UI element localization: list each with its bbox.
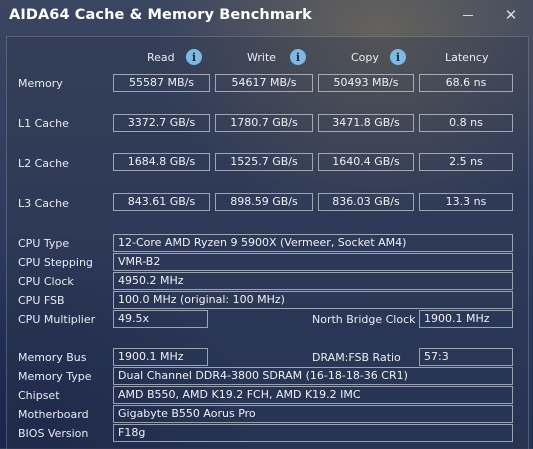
cpu-multiplier-label: CPU Multiplier: [18, 313, 96, 326]
dram-fsb-ratio-value: 57:3: [419, 348, 513, 366]
l2-copy-value: 1640.4 GB/s: [318, 153, 414, 171]
cpu-type-label: CPU Type: [18, 237, 70, 250]
l3-read-value: 843.61 GB/s: [113, 193, 210, 211]
info-icon[interactable]: i: [390, 49, 406, 65]
chipset-label: Chipset: [18, 389, 60, 402]
l3-copy-value: 836.03 GB/s: [318, 193, 414, 211]
north-bridge-clock-value: 1900.1 MHz: [419, 310, 513, 328]
l1-read-value: 3372.7 GB/s: [113, 114, 210, 132]
bios-version-label: BIOS Version: [18, 427, 89, 440]
l1-latency-value: 0.8 ns: [419, 114, 513, 132]
l2-read-value: 1684.8 GB/s: [113, 153, 210, 171]
cpu-clock-label: CPU Clock: [18, 275, 74, 288]
minimize-icon[interactable]: [456, 4, 480, 26]
memory-bus-value: 1900.1 MHz: [113, 348, 208, 366]
row-label-memory: Memory: [18, 77, 63, 90]
close-icon[interactable]: ✕: [504, 6, 518, 24]
row-label-l1: L1 Cache: [18, 117, 69, 130]
header-copy: Copy: [351, 51, 379, 64]
motherboard-label: Motherboard: [18, 408, 89, 421]
benchmark-panel: [6, 36, 529, 449]
info-icon[interactable]: i: [186, 49, 202, 65]
l2-latency-value: 2.5 ns: [419, 153, 513, 171]
row-label-l3: L3 Cache: [18, 197, 69, 210]
memory-copy-value: 50493 MB/s: [318, 74, 414, 92]
l3-latency-value: 13.3 ns: [419, 193, 513, 211]
row-label-l2: L2 Cache: [18, 157, 69, 170]
cpu-fsb-label: CPU FSB: [18, 294, 65, 307]
memory-read-value: 55587 MB/s: [113, 74, 210, 92]
header-read: Read: [147, 51, 175, 64]
memory-type-label: Memory Type: [18, 370, 92, 383]
memory-bus-label: Memory Bus: [18, 351, 87, 364]
cpu-multiplier-value: 49.5x: [113, 310, 208, 328]
memory-write-value: 54617 MB/s: [215, 74, 313, 92]
l3-write-value: 898.59 GB/s: [215, 193, 313, 211]
header-latency: Latency: [445, 51, 489, 64]
cpu-fsb-value: 100.0 MHz (original: 100 MHz): [113, 291, 513, 309]
cpu-type-value: 12-Core AMD Ryzen 9 5900X (Vermeer, Sock…: [113, 234, 513, 252]
header-write: Write: [247, 51, 277, 64]
l1-copy-value: 3471.8 GB/s: [318, 114, 414, 132]
cpu-stepping-label: CPU Stepping: [18, 256, 93, 269]
bios-version-value: F18g: [113, 424, 513, 442]
l1-write-value: 1780.7 GB/s: [215, 114, 313, 132]
dram-fsb-ratio-label: DRAM:FSB Ratio: [312, 351, 401, 364]
motherboard-value: Gigabyte B550 Aorus Pro: [113, 405, 513, 423]
north-bridge-clock-label: North Bridge Clock: [312, 313, 416, 326]
memory-latency-value: 68.6 ns: [419, 74, 513, 92]
l2-write-value: 1525.7 GB/s: [215, 153, 313, 171]
window-title: AIDA64 Cache & Memory Benchmark: [9, 7, 312, 23]
memory-type-value: Dual Channel DDR4-3800 SDRAM (16-18-18-3…: [113, 367, 513, 385]
info-icon[interactable]: i: [290, 49, 306, 65]
cpu-stepping-value: VMR-B2: [113, 253, 513, 271]
cpu-clock-value: 4950.2 MHz: [113, 272, 513, 290]
title-bar[interactable]: AIDA64 Cache & Memory Benchmark ✕: [0, 0, 533, 32]
chipset-value: AMD B550, AMD K19.2 FCH, AMD K19.2 IMC: [113, 386, 513, 404]
